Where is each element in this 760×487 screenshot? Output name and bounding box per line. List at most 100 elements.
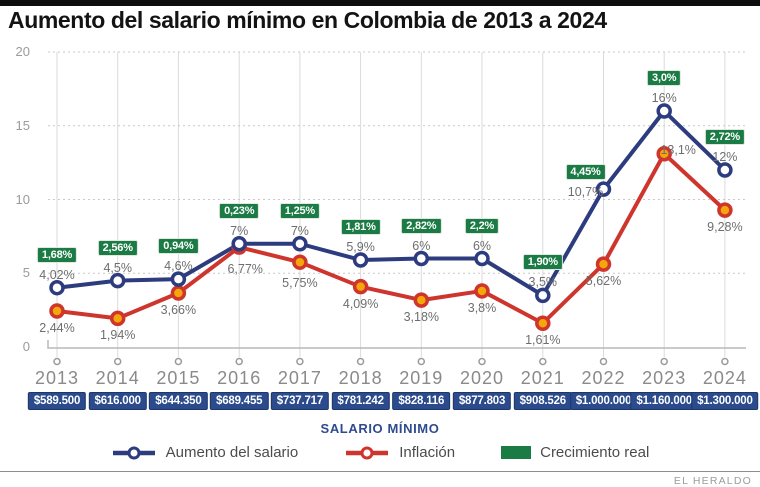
x-axis-line xyxy=(47,340,746,349)
value-label-aumento: 4,5% xyxy=(103,260,132,275)
data-point-inflacion xyxy=(474,283,490,299)
growth-badge: 1,81% xyxy=(340,218,381,235)
legend-label-crecimiento: Crecimiento real xyxy=(540,444,650,461)
year-label: 2015 xyxy=(156,368,201,388)
data-point-inflacion xyxy=(170,285,187,301)
growth-badge: 1,90% xyxy=(522,254,563,271)
value-label-aumento: 12% xyxy=(712,150,738,164)
data-point-inflacion xyxy=(595,256,612,272)
salary-badge: $877.803 xyxy=(452,392,512,410)
year-label: 2016 xyxy=(217,368,262,388)
salary-badge: $1.000.000 xyxy=(569,392,638,410)
page-title: Aumento del salario mínimo en Colombia d… xyxy=(8,7,607,33)
x-tick-circle xyxy=(478,357,486,366)
legend-label-inflacion: Inflación xyxy=(399,444,456,461)
data-point-inflacion xyxy=(717,202,733,218)
value-label-aumento: 7% xyxy=(230,223,249,238)
x-tick-circle xyxy=(53,357,61,366)
x-tick-circle xyxy=(417,357,426,366)
growth-badge: 4,45% xyxy=(565,164,606,181)
value-label-inflacion: 1,61% xyxy=(525,333,561,348)
value-label-aumento: 10,7% xyxy=(567,185,604,200)
line-chart xyxy=(47,51,746,366)
x-tick-circle xyxy=(660,357,668,366)
value-label-inflacion: 5,75% xyxy=(282,276,318,291)
x-tick-circle xyxy=(296,357,304,366)
salary-badge: $616.000 xyxy=(88,392,147,410)
x-axis-title: SALARIO MÍNIMO xyxy=(320,421,440,436)
value-label-inflacion: 3,18% xyxy=(403,310,440,325)
growth-badge: 0,23% xyxy=(219,202,260,219)
y-tick-label: 10 xyxy=(15,191,30,207)
chart-legend: Aumento del salario Inflación Crecimient… xyxy=(0,444,760,461)
growth-badge: 3,0% xyxy=(647,70,682,86)
data-point-aumento xyxy=(49,279,65,296)
series-line-inflacion xyxy=(55,151,727,326)
data-point-aumento xyxy=(352,252,369,268)
legend-item-inflacion: Inflación xyxy=(344,444,455,461)
y-tick-label: 0 xyxy=(22,339,30,354)
salary-badge: $781.242 xyxy=(331,392,390,410)
year-label: 2018 xyxy=(338,368,383,388)
value-label-aumento: 6% xyxy=(412,238,431,253)
data-point-aumento xyxy=(535,287,551,304)
year-label: 2013 xyxy=(34,368,80,388)
data-point-aumento xyxy=(595,181,612,197)
value-label-aumento: 16% xyxy=(651,91,677,105)
growth-badge: 2,56% xyxy=(97,239,138,256)
growth-badge: 0,94% xyxy=(158,238,199,255)
growth-badge: 1,25% xyxy=(279,202,320,219)
legend-item-crecimiento: Crecimiento real xyxy=(501,444,649,461)
year-label: 2014 xyxy=(95,368,140,388)
data-point-aumento xyxy=(109,272,126,289)
x-tick-circle xyxy=(599,357,608,366)
data-point-inflacion xyxy=(535,315,551,332)
x-tick-circle xyxy=(539,357,547,366)
value-label-aumento: 5,9% xyxy=(346,239,375,254)
growth-badge: 2,82% xyxy=(401,217,442,234)
year-label: 2024 xyxy=(702,368,747,388)
growth-badge: 1,68% xyxy=(36,246,78,263)
year-label: 2017 xyxy=(277,368,322,388)
data-point-aumento xyxy=(474,250,490,267)
value-label-inflacion: 9,28% xyxy=(707,220,743,235)
data-point-aumento xyxy=(170,271,187,287)
value-label-aumento: 7% xyxy=(290,223,309,238)
year-label: 2023 xyxy=(642,368,687,388)
data-point-inflacion xyxy=(49,303,65,319)
salary-badge: $737.717 xyxy=(270,392,330,410)
source-credit: EL HERALDO xyxy=(673,475,752,487)
blue-line-marker-icon xyxy=(112,446,155,459)
data-point-inflacion xyxy=(656,146,672,162)
y-tick-label: 20 xyxy=(15,44,30,59)
year-label: 2021 xyxy=(520,368,565,388)
salary-badge: $589.500 xyxy=(27,392,87,410)
data-point-aumento xyxy=(231,236,247,252)
data-point-aumento xyxy=(717,162,733,178)
year-label: 2020 xyxy=(459,368,505,388)
value-label-inflacion: 2,44% xyxy=(39,321,75,335)
x-tick-circle xyxy=(113,357,122,366)
data-point-inflacion xyxy=(413,292,430,308)
x-tick-circle xyxy=(174,357,183,366)
value-label-aumento: 4,6% xyxy=(164,259,193,274)
salary-badge: $1.300.000 xyxy=(691,392,759,410)
salary-badge: $689.455 xyxy=(210,392,269,410)
x-tick-circle xyxy=(356,357,365,366)
year-label: 2022 xyxy=(581,368,626,388)
data-point-inflacion xyxy=(352,278,369,295)
green-swatch-icon xyxy=(501,446,532,459)
data-point-aumento xyxy=(292,236,308,252)
value-label-aumento: 4,02% xyxy=(39,267,75,282)
data-point-aumento xyxy=(413,250,430,267)
value-label-inflacion: 4,09% xyxy=(342,296,379,311)
footer-divider xyxy=(0,471,760,472)
salary-badge: $828.116 xyxy=(392,392,451,410)
legend-label-aumento: Aumento del salario xyxy=(165,444,299,461)
year-label: 2019 xyxy=(399,368,444,388)
value-label-inflacion: 1,94% xyxy=(99,328,136,343)
chart-label-layer: 0 5 10 15 20 4,02% 1,68% 4,5% 2,56% 4,6% 0,94% 7% 0,… xyxy=(15,44,759,410)
salary-badge: $1.160.000 xyxy=(630,392,698,410)
x-tick-circle xyxy=(235,357,243,366)
